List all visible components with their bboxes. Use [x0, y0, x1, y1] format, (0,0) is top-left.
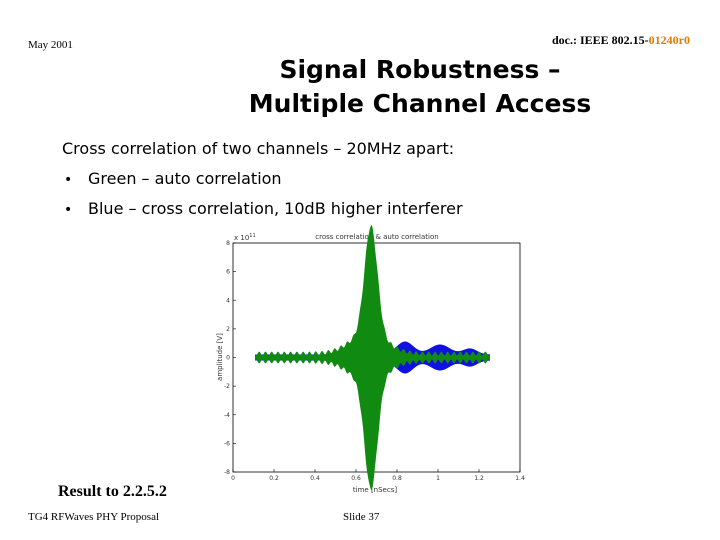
y-tick-label: -2 [224, 383, 230, 390]
figure-ylabel: amplitude [V] [216, 333, 224, 381]
x-tick-label: 0 [231, 475, 235, 482]
bullet: Green – auto correlation [88, 169, 282, 188]
title-line: Multiple Channel Access [249, 89, 591, 118]
intro: Cross correlation of two channels – 20MH… [62, 139, 454, 158]
figure-title: cross correlation & auto correlation [315, 233, 438, 241]
exponent: x 1011 [234, 233, 256, 242]
y-tick-label: 6 [226, 269, 230, 276]
doc-id: doc.: IEEE 802.15-01240r0 [552, 33, 690, 47]
x-tick-label: 0.4 [310, 475, 320, 482]
x-tick-label: 0.8 [392, 475, 402, 482]
y-tick-label: -8 [224, 469, 230, 476]
exponent-base: x 10 [234, 234, 249, 242]
x-tick-label: 1 [436, 475, 440, 482]
result: Result to 2.2.5.2 [58, 483, 167, 500]
doc-number: 01240r0 [649, 33, 690, 47]
footer-left: TG4 RFWaves PHY Proposal [28, 511, 159, 523]
date: May 2001 [28, 39, 73, 51]
figure: cross correlation & auto correlation tim… [216, 225, 525, 494]
footer-center: Slide 37 [343, 511, 380, 523]
bullet-dot: • [64, 202, 72, 218]
y-tick-label: 0 [226, 355, 230, 362]
x-tick-label: 1.4 [515, 475, 525, 482]
doc-prefix: doc.: IEEE 802.15- [552, 33, 649, 47]
x-tick-label: 1.2 [474, 475, 484, 482]
bullet-dot: • [64, 172, 72, 188]
bullet: Blue – cross correlation, 10dB higher in… [88, 199, 463, 218]
x-tick-label: 0.6 [351, 475, 361, 482]
auto-correlation-waveform [255, 225, 490, 490]
exponent-power: 11 [249, 233, 255, 239]
x-tick-label: 0.2 [269, 475, 279, 482]
y-tick-label: 4 [226, 297, 230, 304]
figure-xlabel: time [nSecs] [353, 486, 397, 494]
y-tick-label: 8 [226, 240, 230, 247]
y-tick-label: -6 [224, 440, 230, 447]
y-tick-label: -4 [224, 412, 230, 419]
y-tick-label: 2 [226, 326, 230, 333]
title-line: Signal Robustness – [279, 55, 560, 84]
